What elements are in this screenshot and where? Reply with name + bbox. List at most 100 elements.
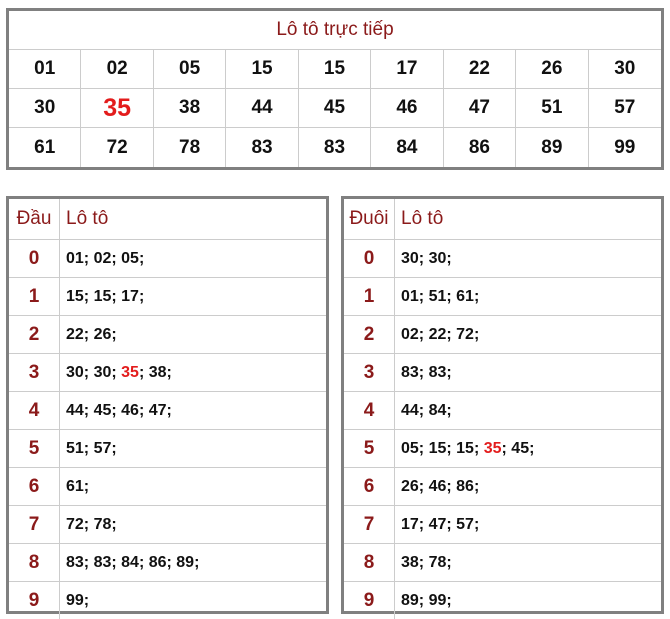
digit-key: 5 (344, 430, 395, 467)
lotto-value-text: 83; 83; 84; 86; 89; (66, 553, 200, 571)
lotto-values: 38; 78; (395, 544, 661, 581)
lotto-values: 02; 22; 72; (395, 316, 661, 353)
digit-key: 6 (344, 468, 395, 505)
lotto-value-text: 61; (66, 477, 90, 495)
digit-key: 3 (344, 354, 395, 391)
highlighted-number: 35 (483, 439, 502, 457)
lotto-value-text: ; 45; (501, 439, 535, 457)
lotto-number-cell: 22 (443, 50, 517, 89)
table-row: 7 72; 78; (9, 506, 326, 544)
lotto-number-cell: 17 (371, 50, 444, 89)
digit-key: 2 (9, 316, 60, 353)
table-row: 7 17; 47; 57; (344, 506, 661, 544)
lotto-value-text: 44; 84; (401, 401, 452, 419)
lotto-number-cell: 47 (443, 89, 517, 128)
lotto-number-cell: 99 (614, 136, 636, 158)
lotto-value-text: 05; 15; 15; (401, 439, 484, 457)
lotto-value-text: 44; 45; 46; 47; (66, 401, 172, 419)
lotto-values: 83; 83; (395, 354, 661, 391)
lotto-values: 61; (60, 468, 326, 505)
lotto-number-cell: 05 (153, 50, 227, 89)
lotto-value-text: 89; 99; (401, 591, 452, 609)
table-row: 9 99; (9, 582, 326, 619)
lotto-number-cell: 02 (81, 50, 154, 89)
table-row: 2 22; 26; (9, 316, 326, 354)
lotto-values: 30; 30; 35; 38; (60, 354, 326, 391)
table-title: Lô tô trực tiếp (9, 11, 661, 50)
table-row: 9 89; 99; (344, 582, 661, 619)
lotto-value-text: 02; 22; 72; (401, 325, 480, 343)
table-row: 1 01; 51; 61; (344, 278, 661, 316)
lotto-values: 01; 02; 05; (60, 240, 326, 277)
lotto-values: 99; (60, 582, 326, 619)
digit-key: 0 (344, 240, 395, 277)
header-key: Đầu (9, 199, 60, 239)
lotto-value-text: 26; 46; 86; (401, 477, 480, 495)
lotto-value-text: ; 38; (138, 363, 172, 381)
digit-key: 8 (9, 544, 60, 581)
table-row: 3 83; 83; (344, 354, 661, 392)
table-row: 2 02; 22; 72; (344, 316, 661, 354)
lotto-number-cell: 86 (444, 128, 517, 167)
digit-key: 5 (9, 430, 60, 467)
digit-key: 7 (344, 506, 395, 543)
lotto-number-cell: 35 (81, 89, 154, 128)
lotto-values: 89; 99; (395, 582, 661, 619)
lotto-values: 72; 78; (60, 506, 326, 543)
table-row: 4 44; 45; 46; 47; (9, 392, 326, 430)
lotto-number-cell: 84 (371, 128, 444, 167)
header-value: Lô tô (66, 208, 109, 229)
lotto-values: 15; 15; 17; (60, 278, 326, 315)
lotto-number-cell: 72 (81, 128, 154, 167)
lotto-number-grid: 01 02 05 15 15 17 22 26 30 30 35 38 44 45 46 47 51 57 61 72… (9, 50, 661, 167)
lotto-number-cell: 30 (9, 89, 82, 128)
table-row: 1 15; 15; 17; (9, 278, 326, 316)
lotto-number-cell: 46 (371, 89, 444, 128)
lotto-value-text: 30; 30; (401, 249, 452, 267)
digit-key: 0 (9, 240, 60, 277)
lotto-values: 26; 46; 86; (395, 468, 661, 505)
lotto-values: 05; 15; 15; 35; 45; (395, 430, 661, 467)
head-digit-table: Đầu Lô tô 0 01; 02; 05; 1 15; 15; 17; 2 22; 2… (6, 196, 329, 619)
table-row: 0 30; 30; (344, 240, 661, 278)
lotto-values: 30; 30; (395, 240, 661, 277)
table-row: 3 30; 30; 35; 38; (9, 354, 326, 392)
digit-key: 4 (344, 392, 395, 429)
table-header: Đuôi Lô tô (344, 199, 661, 240)
digit-key: 9 (9, 582, 60, 619)
lotto-number-cell: 78 (154, 128, 227, 167)
digit-key: 1 (344, 278, 395, 315)
lotto-value-text: 01; 51; 61; (401, 287, 480, 305)
table-row: 6 61; (9, 468, 326, 506)
digit-key: 4 (9, 392, 60, 429)
lotto-values: 83; 83; 84; 86; 89; (60, 544, 326, 581)
table-row: 8 38; 78; (344, 544, 661, 582)
lotto-number-cell: 30 (588, 50, 661, 89)
digit-key: 8 (344, 544, 395, 581)
lotto-value-text: 72; 78; (66, 515, 117, 533)
lotto-number-cell: 01 (9, 50, 82, 89)
lotto-values: 44; 84; (395, 392, 661, 429)
lotto-value-text: 17; 47; 57; (401, 515, 480, 533)
lotto-value-text: 01; 02; 05; (66, 249, 145, 267)
highlighted-number: 35 (121, 363, 139, 381)
lotto-value-text: 30; 30; (66, 363, 122, 381)
table-row: 6 26; 46; 86; (344, 468, 661, 506)
lotto-number-cell: 51 (516, 89, 589, 128)
digit-key: 2 (344, 316, 395, 353)
lotto-values: 51; 57; (60, 430, 326, 467)
lotto-number-cell: 83 (226, 128, 299, 167)
lotto-value-text: 83; 83; (401, 363, 452, 381)
lotto-values: 44; 45; 46; 47; (60, 392, 326, 429)
lotto-number-cell: 57 (588, 89, 661, 128)
table-row: 0 01; 02; 05; (9, 240, 326, 278)
lotto-value-text: 38; 78; (401, 553, 452, 571)
table-row: 4 44; 84; (344, 392, 661, 430)
digit-key: 9 (344, 582, 395, 619)
digit-key: 3 (9, 354, 60, 391)
lotto-number-cell: 45 (298, 89, 372, 128)
lotto-number-cell: 44 (226, 89, 299, 128)
lotto-number-cell: 26 (516, 50, 589, 89)
lotto-value-text: 22; 26; (66, 325, 117, 343)
digit-key: 7 (9, 506, 60, 543)
